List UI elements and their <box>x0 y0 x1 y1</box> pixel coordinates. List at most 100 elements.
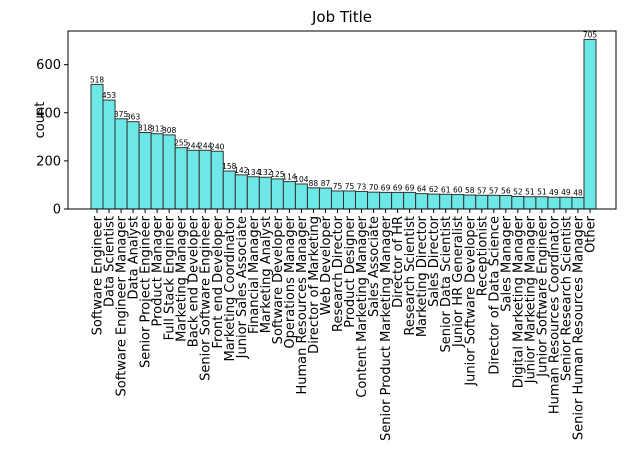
x-tick-label: Research Scientist <box>403 216 418 336</box>
bar <box>367 191 381 210</box>
x-tick-label: Software Developer <box>271 215 286 344</box>
x-tick-label: Digital Marketing Manager <box>511 215 526 388</box>
x-tick-label: Senior Project Engineer <box>139 215 154 368</box>
bar-value-label: 104 <box>294 175 309 184</box>
bar <box>439 193 453 210</box>
bar <box>150 133 164 210</box>
x-tick-label: Financial Manager <box>247 215 262 334</box>
bar <box>198 149 212 210</box>
x-tick-label: Junior Sales Associate <box>235 216 250 359</box>
bar <box>90 83 104 210</box>
x-tick-label: Human Resources Coordinator <box>547 215 562 414</box>
bar <box>270 178 284 210</box>
x-tick-label: Sales Director <box>427 215 442 307</box>
bar-value-label: 58 <box>465 186 475 195</box>
bar <box>487 194 501 210</box>
bar-labels-group: 5184533753633183133082552442442401581421… <box>90 30 598 197</box>
x-tick-label: Other <box>583 215 598 253</box>
bar-value-label: 363 <box>126 113 141 122</box>
bar <box>475 194 489 210</box>
x-tick-label: Software Engineer <box>91 215 106 335</box>
bar <box>463 194 477 210</box>
bar-value-label: 51 <box>525 188 535 197</box>
bar <box>583 38 597 210</box>
bar <box>499 195 513 210</box>
bar-value-label: 75 <box>333 182 343 191</box>
bar-value-label: 62 <box>429 185 439 194</box>
bar-value-label: 240 <box>210 142 225 151</box>
bar-value-label: 75 <box>345 182 355 191</box>
x-tick-label: Marketing Manager <box>175 215 190 342</box>
x-tick-label: Sales Manager <box>499 215 514 311</box>
bar <box>403 191 417 210</box>
bar <box>246 176 260 210</box>
bar <box>451 194 465 210</box>
x-tick-label: Product Designer <box>343 215 358 327</box>
bar <box>343 190 357 210</box>
bar <box>355 190 369 210</box>
x-tick-label: Content Marketing Manager <box>355 215 370 397</box>
bar-value-label: 244 <box>198 141 213 150</box>
x-tick-label: Senior Data Scientist <box>439 216 454 353</box>
bar <box>138 132 152 210</box>
bar-value-label: 49 <box>561 188 571 197</box>
bar <box>186 149 200 210</box>
bar <box>523 196 537 210</box>
bar-value-label: 57 <box>477 186 487 195</box>
bar <box>294 183 308 210</box>
bar <box>535 196 549 210</box>
bar-value-label: 56 <box>501 187 511 196</box>
x-tick-label: Director of Data Science <box>487 216 502 375</box>
bar <box>222 170 236 210</box>
bar-value-label: 142 <box>234 166 249 175</box>
bar <box>571 196 585 210</box>
y-tick-label: 600 <box>36 58 61 73</box>
x-tick-label: Data Analyst <box>127 216 142 299</box>
x-tick-label: Sales Associate <box>367 216 382 317</box>
x-tick-label: Web Developer <box>319 215 334 315</box>
bar-value-label: 313 <box>150 125 165 134</box>
x-tick-label: Senior Software Engineer <box>199 215 214 381</box>
x-tick-label: Full Stack Engineer <box>163 215 178 340</box>
x-tick-label: Junior Software Developer <box>463 215 478 386</box>
x-tick-label: Marketing Director <box>415 215 430 337</box>
bar-value-label: 57 <box>489 186 499 195</box>
bar <box>547 196 561 210</box>
bar-value-label: 69 <box>381 183 391 192</box>
bar-value-label: 375 <box>114 110 129 119</box>
bar <box>258 176 272 210</box>
bar <box>306 187 320 210</box>
bar-value-label: 52 <box>513 187 523 196</box>
bar-value-label: 453 <box>102 91 117 100</box>
bar-value-label: 64 <box>417 185 427 194</box>
bar <box>114 118 128 210</box>
x-tick-label: Data Scientist <box>103 216 118 307</box>
bar-value-label: 48 <box>573 188 583 197</box>
bar <box>415 193 429 210</box>
x-tick-label: Senior Product Marketing Manager <box>379 215 394 441</box>
y-tick-label: 400 <box>36 106 61 121</box>
bar-value-label: 308 <box>162 126 177 135</box>
bar <box>391 191 405 210</box>
y-axis: 0 200 400 600 <box>36 58 68 218</box>
x-tick-label: Research Director <box>331 215 346 332</box>
bar-value-label: 69 <box>393 183 403 192</box>
bar <box>210 150 224 210</box>
bar-value-label: 49 <box>549 188 559 197</box>
x-tick-label: Marketing Coordinator <box>223 215 238 361</box>
x-tick-label: Software Engineer Manager <box>115 215 130 396</box>
bar-value-label: 51 <box>537 188 547 197</box>
y-axis-label: count <box>33 102 48 139</box>
bar-value-label: 705 <box>583 30 598 39</box>
x-tick-label: Junior Marketing Manager <box>523 215 538 384</box>
bar-value-label: 88 <box>309 179 319 188</box>
bar-value-label: 132 <box>258 168 273 177</box>
x-tick-label: Junior Software Engineer <box>535 215 550 377</box>
bar <box>174 147 188 210</box>
bar-value-label: 87 <box>321 179 331 188</box>
bar <box>511 195 525 210</box>
plot-frame <box>67 30 617 210</box>
